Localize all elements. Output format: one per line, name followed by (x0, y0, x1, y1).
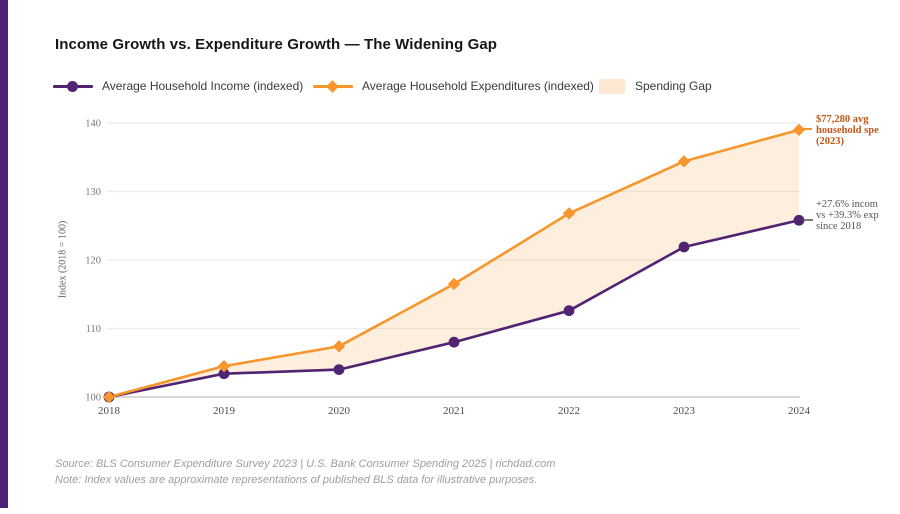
income-line-marker-icon (53, 79, 93, 93)
expenditure-marker-2022 (562, 207, 576, 220)
legend-item-spending-gap: Spending Gap (599, 77, 712, 95)
spending-gap-swatch-icon (599, 78, 625, 94)
y-tick-100: 100 (85, 393, 101, 404)
income-marker-2020 (333, 364, 345, 375)
x-tick-2018: 2018 (98, 405, 121, 417)
legend-item-income: Average Household Income (indexed) (53, 77, 303, 95)
x-tick-2023: 2023 (673, 405, 696, 417)
y-tick-130: 130 (85, 187, 101, 198)
x-tick-2019: 2019 (213, 405, 236, 417)
annotation-income-line1: +27.6% incom (816, 199, 878, 210)
annotation-expenditure: $77,280 avg household spe (2023) (816, 114, 890, 147)
spending-gap-area (109, 129, 799, 397)
y-tick-110: 110 (86, 324, 101, 335)
annotation-income: +27.6% incom vs +39.3% exp since 2018 (816, 199, 892, 232)
y-tick-140: 140 (85, 119, 101, 130)
expenditure-marker-2024 (792, 123, 806, 137)
legend-label-income: Average Household Income (indexed) (102, 79, 304, 93)
expenditure-line-marker-icon (313, 79, 353, 93)
footnote-note: Note: Index values are approximate repre… (55, 474, 538, 486)
footnotes: Source: BLS Consumer Expenditure Survey … (55, 456, 555, 488)
expenditure-marker-2019 (217, 359, 231, 373)
accent-left-bar (0, 0, 8, 508)
expenditure-marker-2023 (677, 155, 691, 168)
footnote-source: Source: BLS Consumer Expenditure Survey … (55, 458, 556, 470)
legend-label-expenditures: Average Household Expenditures (indexed) (362, 79, 594, 93)
annotation-income-line3: since 2018 (816, 221, 862, 232)
x-tick-2024: 2024 (788, 405, 811, 417)
legend-label-spending-gap: Spending Gap (635, 79, 712, 93)
x-tick-2020: 2020 (328, 405, 351, 417)
y-tick-120: 120 (85, 256, 101, 267)
annotation-income-line2: vs +39.3% exp (816, 210, 879, 221)
income-marker-2022 (563, 305, 575, 317)
income-marker-2024 (793, 214, 805, 226)
income-marker-2021 (448, 336, 460, 348)
expenditure-marker-2021 (447, 277, 461, 291)
legend-item-expenditures: Average Household Expenditures (indexed) (313, 77, 594, 95)
chart-title: Income Growth vs. Expenditure Growth — T… (55, 36, 498, 53)
expenditure-marker-2018 (102, 390, 116, 404)
income-marker-2019 (218, 368, 230, 380)
annotation-expenditure-line1: $77,280 avg (816, 114, 869, 125)
annotation-expenditure-line3: (2023) (816, 136, 844, 147)
income-marker-2023 (678, 241, 690, 253)
expenditure-marker-2020 (332, 340, 346, 353)
annotation-expenditure-line2: household spe (816, 125, 879, 136)
x-tick-2022: 2022 (558, 405, 580, 417)
x-tick-2021: 2021 (443, 405, 465, 417)
